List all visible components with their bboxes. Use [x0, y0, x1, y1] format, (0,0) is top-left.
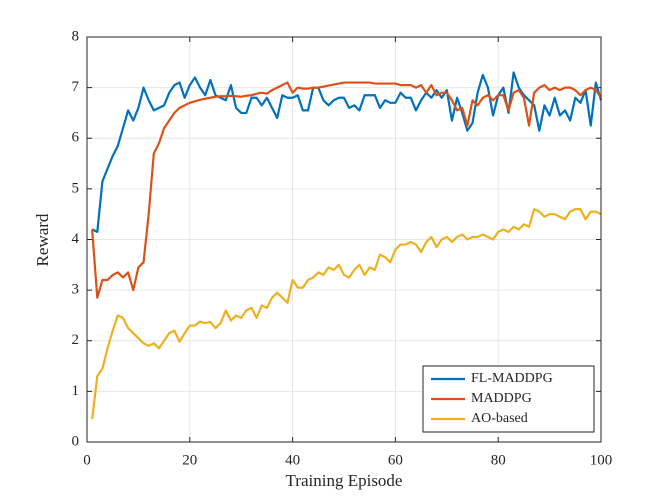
- legend: FL-MADDPG MADDPG AO-based: [422, 365, 595, 433]
- x-tick-label: 100: [590, 452, 613, 468]
- y-tick-label: 3: [72, 282, 80, 298]
- x-tick-label: 80: [491, 452, 506, 468]
- y-tick-label: 7: [72, 79, 80, 95]
- axes-box: [86, 36, 602, 443]
- series-line: [91, 71, 603, 234]
- y-tick-label: 1: [72, 383, 80, 399]
- x-tick-label: 60: [388, 452, 403, 468]
- legend-label: FL-MADDPG: [471, 371, 553, 386]
- y-axis-label: Reward: [33, 213, 52, 266]
- y-tick-label: 8: [72, 28, 80, 44]
- y-tick-label: 6: [72, 130, 80, 146]
- x-tick-label: 40: [285, 452, 300, 468]
- y-tick-label: 5: [72, 180, 80, 196]
- x-axis-label: Training Episode: [286, 471, 403, 490]
- x-tick-label: 20: [182, 452, 197, 468]
- y-tick-label: 4: [72, 231, 80, 247]
- legend-label: AO-based: [471, 411, 528, 426]
- y-tick-label: 2: [72, 332, 80, 348]
- series-line: [91, 208, 602, 420]
- x-tick-label: 0: [83, 452, 91, 468]
- series-line: [91, 81, 602, 299]
- y-tick-label: 0: [72, 433, 80, 449]
- legend-label: MADDPG: [471, 391, 532, 406]
